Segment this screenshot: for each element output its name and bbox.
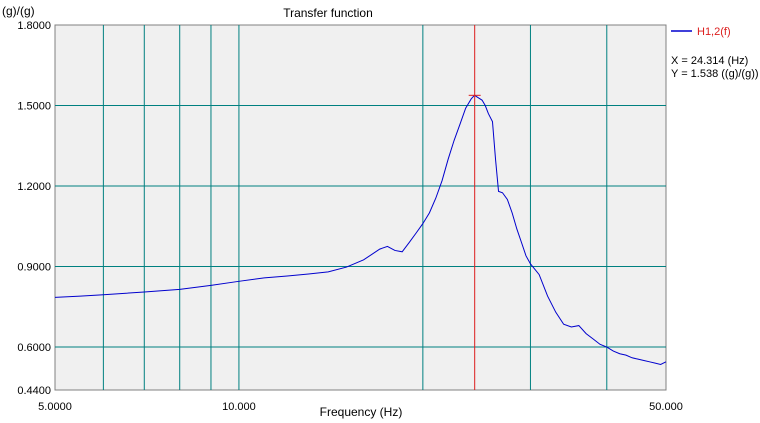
legend[interactable]: H1,2(f) (671, 26, 731, 38)
grid-lines (55, 25, 666, 390)
series-line-h12 (54, 94, 667, 366)
y-axis-label: (g)/(g) (2, 4, 35, 18)
y-tick-label: 0.9000 (17, 262, 51, 274)
y-tick-label: 1.5000 (17, 101, 51, 113)
x-tick-label: 5.0000 (38, 401, 72, 413)
x-axis-label: Frequency (Hz) (320, 405, 403, 419)
y-tick-labels: 1.8000 1.5000 1.2000 0.9000 0.6000 0.4400 (17, 20, 51, 397)
y-tick-label: 1.2000 (17, 181, 51, 193)
plot-area[interactable] (54, 24, 667, 391)
x-tick-label: 50.000 (649, 401, 683, 413)
cursor-readout-x: X = 24.314 (Hz) (671, 55, 748, 67)
y-tick-label: 1.8000 (17, 20, 51, 32)
chart-title: Transfer function (283, 6, 373, 20)
x-tick-labels: 5.0000 10.000 50.000 (38, 401, 683, 413)
series-layer (54, 94, 667, 366)
y-tick-label: 0.4400 (17, 385, 51, 397)
legend-label: H1,2(f) (697, 26, 731, 38)
y-tick-label: 0.6000 (17, 342, 51, 354)
cursor[interactable] (468, 25, 481, 390)
x-tick-label: 10.000 (222, 401, 256, 413)
cursor-readout-y: Y = 1.538 ((g)/(g)) (671, 68, 759, 80)
